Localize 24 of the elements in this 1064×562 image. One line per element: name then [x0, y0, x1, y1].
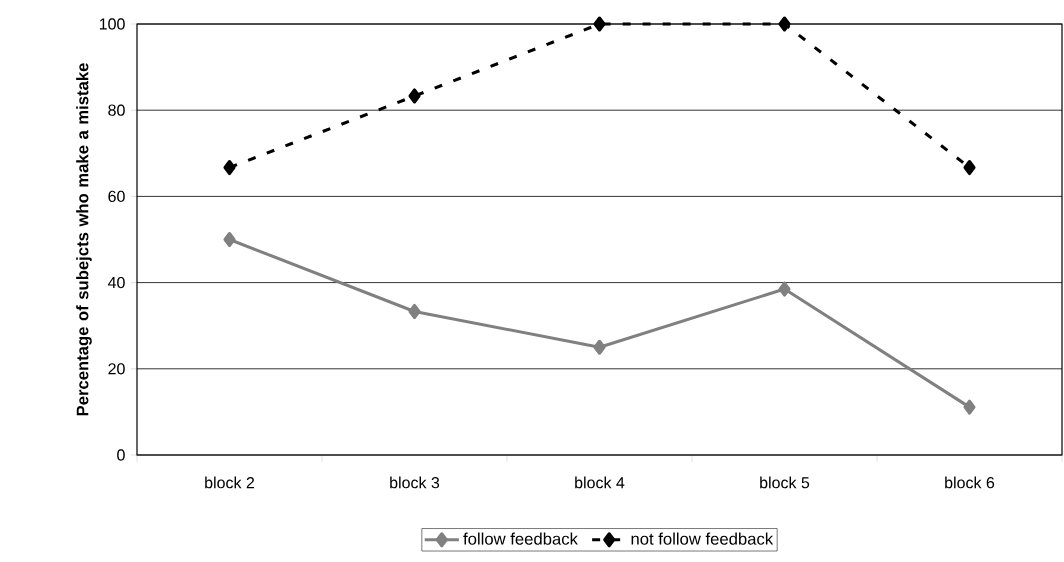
- legend-label: not follow feedback: [631, 532, 774, 545]
- legend-label: follow feedback: [463, 532, 578, 545]
- point: [963, 399, 976, 415]
- point: [223, 159, 236, 176]
- point: [778, 16, 791, 32]
- x-tick-label: block 2: [205, 476, 255, 489]
- y-tick-label: 40: [107, 276, 125, 289]
- point: [593, 339, 606, 355]
- x-tick-label: block 5: [760, 476, 810, 489]
- y-tick-label: 0: [117, 449, 125, 461]
- point: [963, 159, 976, 176]
- x-tick-label: block 4: [575, 476, 625, 489]
- x-tick-label: block 3: [390, 476, 440, 489]
- point: [593, 16, 606, 32]
- x-tick-label: block 6: [945, 476, 995, 489]
- point: [223, 231, 236, 248]
- point: [778, 281, 791, 297]
- point: [408, 88, 421, 104]
- point: [408, 303, 421, 320]
- y-axis-title: Percentage of subejcts who make a mistake: [76, 63, 92, 416]
- y-tick-label: 60: [108, 190, 125, 203]
- y-tick-label: 80: [108, 104, 125, 116]
- y-tick-label: 100: [99, 18, 125, 30]
- y-tick-label: 20: [108, 363, 125, 375]
